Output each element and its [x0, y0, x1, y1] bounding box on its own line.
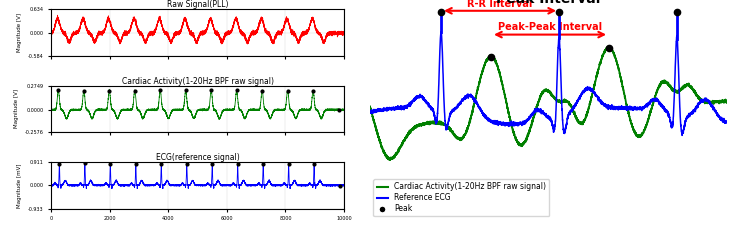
- Legend: Cardiac Activity(1-20Hz BPF raw signal), Reference ECG, Peak: Cardiac Activity(1-20Hz BPF raw signal),…: [373, 179, 549, 216]
- Title: Raw Signal(PLL): Raw Signal(PLL): [167, 0, 228, 9]
- Title: Peak Interval: Peak Interval: [496, 0, 600, 6]
- Y-axis label: Magnitude [V]: Magnitude [V]: [18, 13, 22, 52]
- Text: R-R Interval: R-R Interval: [467, 0, 533, 9]
- Y-axis label: Magnitude [mV]: Magnitude [mV]: [18, 163, 23, 208]
- Title: Cardiac Activity(1-20Hz BPF raw signal): Cardiac Activity(1-20Hz BPF raw signal): [122, 77, 274, 86]
- Title: ECG(reference signal): ECG(reference signal): [156, 153, 239, 162]
- Text: Peak-Peak Interval: Peak-Peak Interval: [498, 22, 602, 32]
- Y-axis label: Magnitude [V]: Magnitude [V]: [14, 89, 19, 128]
